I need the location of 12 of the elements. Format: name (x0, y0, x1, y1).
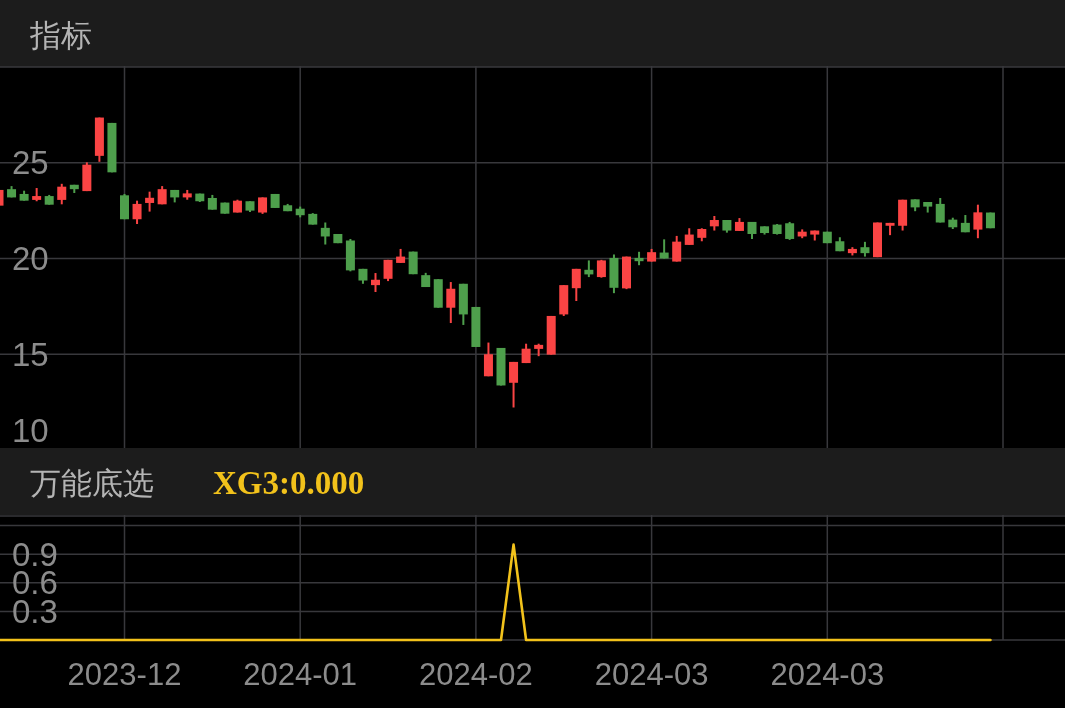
x-tick-label: 2024-03 (594, 657, 709, 692)
chart-subtitle: XG3:0.000 (213, 465, 365, 501)
chart-title: 指标 (29, 18, 92, 53)
chart-title: 万能底选 (30, 466, 154, 501)
y-tick-label: 25 (12, 144, 49, 182)
x-tick-label: 2024-02 (419, 657, 533, 692)
x-tick-label: 2024-01 (243, 657, 358, 692)
x-tick-label: 2024-03 (770, 657, 885, 692)
x-tick-label: 2023-12 (67, 657, 182, 692)
y-tick-label: 20 (12, 240, 49, 277)
y-tick-label: 15 (12, 335, 49, 373)
y-tick-label: 10 (12, 411, 49, 449)
